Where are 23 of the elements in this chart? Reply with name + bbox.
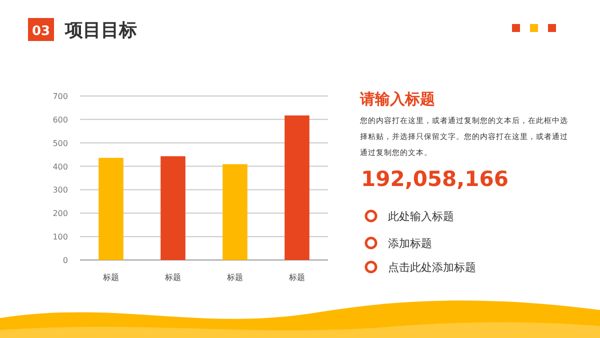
y-tick-label: 400 (52, 162, 68, 172)
y-tick-label: 0 (62, 256, 68, 265)
y-tick-label: 500 (52, 138, 68, 148)
y-tick-label: 700 (52, 92, 68, 101)
y-tick-label: 200 (52, 209, 68, 218)
chart-title: 项目目标 (64, 20, 137, 41)
text: 192,058,166 (361, 167, 508, 191)
y-tick-label: 600 (52, 115, 68, 124)
x-tick-label: 标题 (288, 273, 305, 282)
text: 请输入标题 (359, 90, 435, 108)
bar (98, 158, 124, 260)
x-tick-label: 标题 (226, 273, 243, 282)
bar (222, 164, 248, 260)
text: 点击此处添加标题 (388, 261, 476, 274)
x-tick-label: 标题 (102, 273, 119, 282)
y-tick-label: 300 (52, 186, 68, 195)
text: 添加标题 (388, 237, 432, 250)
x-tick-label: 标题 (164, 273, 181, 282)
bar (160, 156, 186, 260)
bar (284, 115, 310, 260)
y-tick-label: 100 (52, 232, 68, 242)
text: 03 (32, 24, 50, 39)
text: 此处输入标题 (388, 210, 454, 223)
